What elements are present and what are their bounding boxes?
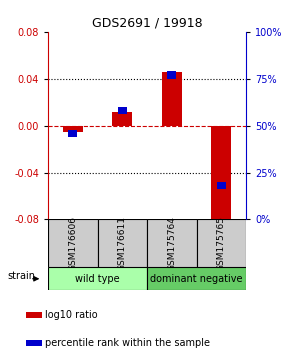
- Text: GSM175765: GSM175765: [217, 216, 226, 271]
- Bar: [147, 219, 196, 267]
- Bar: [196, 219, 246, 267]
- Title: GDS2691 / 19918: GDS2691 / 19918: [92, 16, 202, 29]
- Bar: [68, 130, 77, 137]
- Bar: [63, 126, 83, 132]
- Bar: [26, 312, 42, 318]
- Text: wild type: wild type: [75, 274, 120, 284]
- Bar: [98, 219, 147, 267]
- Bar: [162, 72, 182, 126]
- Bar: [147, 267, 246, 290]
- Bar: [118, 107, 127, 114]
- Text: percentile rank within the sample: percentile rank within the sample: [45, 338, 210, 348]
- Bar: [26, 340, 42, 346]
- Text: GSM175764: GSM175764: [167, 216, 176, 271]
- Bar: [167, 72, 176, 79]
- Bar: [217, 182, 226, 189]
- Text: strain: strain: [7, 272, 35, 281]
- Bar: [48, 219, 98, 267]
- Bar: [212, 126, 231, 232]
- Bar: [112, 112, 132, 126]
- Text: log10 ratio: log10 ratio: [45, 310, 98, 320]
- Text: GSM176606: GSM176606: [68, 216, 77, 271]
- Text: GSM176611: GSM176611: [118, 216, 127, 271]
- Bar: [48, 267, 147, 290]
- Text: dominant negative: dominant negative: [150, 274, 243, 284]
